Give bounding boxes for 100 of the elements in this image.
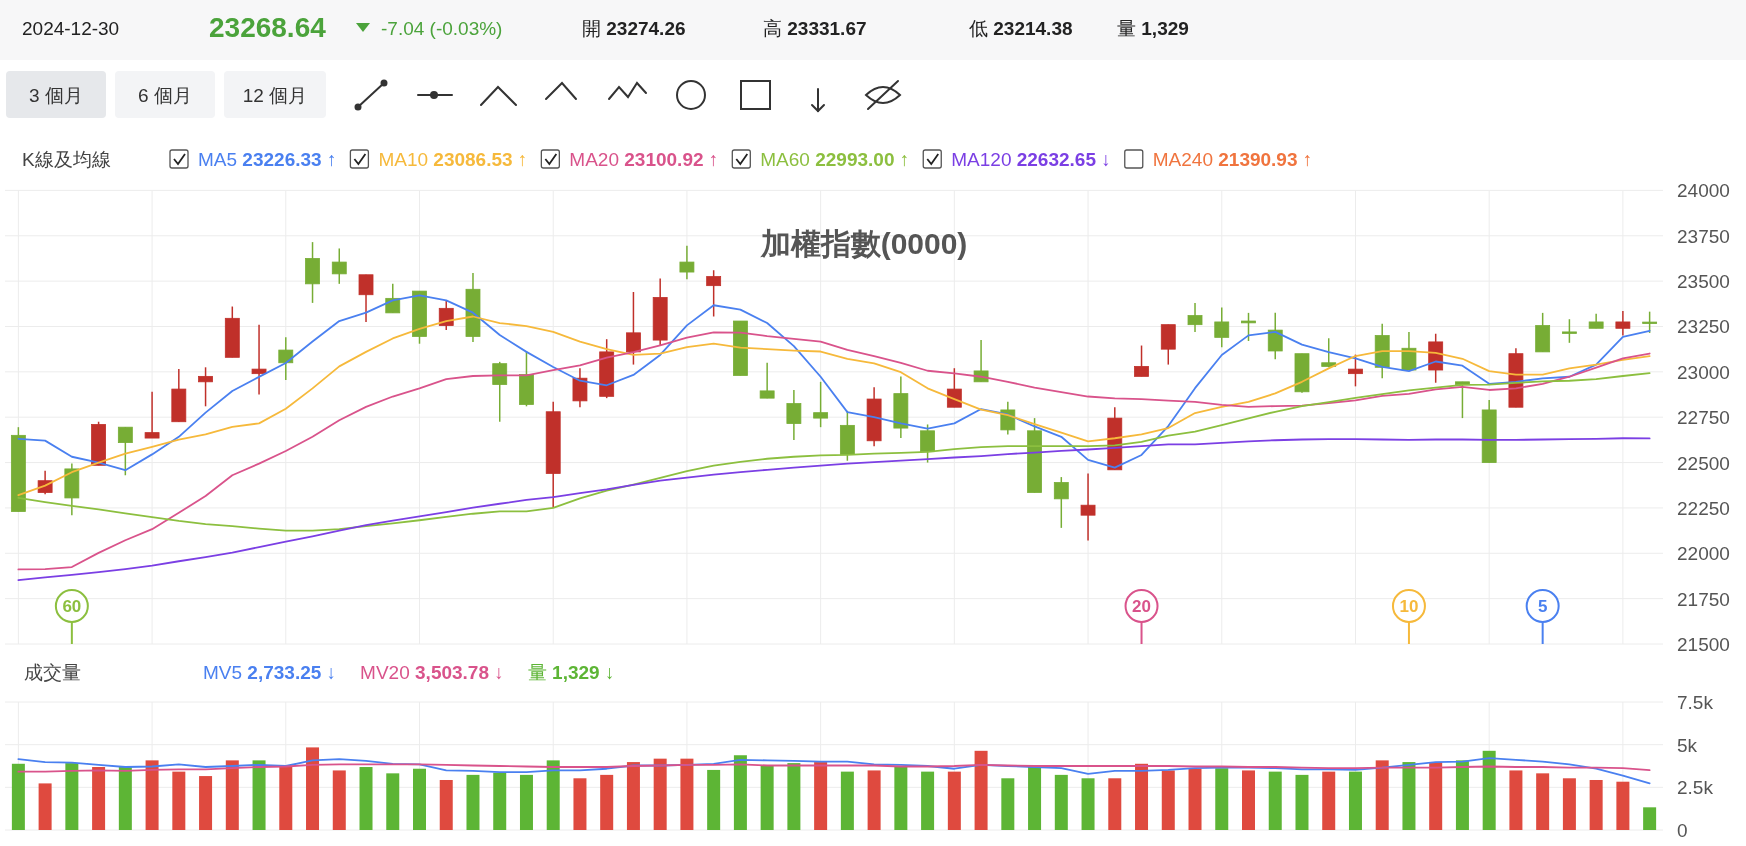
candlestick bbox=[1562, 318, 1577, 344]
bar bbox=[1028, 766, 1042, 830]
candlestick bbox=[1642, 310, 1658, 334]
y-tick-label: 23000 bbox=[1677, 361, 1730, 383]
bar bbox=[332, 770, 346, 830]
text: MA120 22632.65 ↓ bbox=[951, 148, 1111, 170]
text: MV5 2,733.25 ↓ bbox=[203, 661, 337, 683]
bar bbox=[118, 767, 132, 830]
bar bbox=[1562, 778, 1576, 830]
y-tick-label: 7.5k bbox=[1677, 691, 1714, 713]
bar bbox=[92, 767, 106, 830]
text: MA5 23226.33 ↑ bbox=[198, 148, 337, 170]
line-series bbox=[17, 372, 1651, 532]
text: 量 1,329 ↓ bbox=[527, 661, 615, 683]
bar bbox=[306, 747, 320, 830]
y-tick-label: 21500 bbox=[1677, 633, 1730, 655]
candlestick bbox=[1080, 472, 1096, 542]
bar bbox=[840, 771, 854, 830]
bar bbox=[386, 773, 400, 830]
text: 加權指數(0000) bbox=[759, 226, 968, 260]
bar bbox=[1536, 773, 1550, 830]
candlestick bbox=[920, 423, 935, 464]
candlestick bbox=[1214, 306, 1230, 349]
bar bbox=[1108, 778, 1122, 830]
bar bbox=[1001, 778, 1015, 830]
y-tick-label: 23750 bbox=[1677, 225, 1730, 247]
candlestick bbox=[251, 323, 267, 396]
chart-title: 成交量 bbox=[24, 661, 81, 683]
y-tick-label: 21750 bbox=[1677, 588, 1730, 610]
candlestick bbox=[1321, 337, 1337, 369]
annotation: 10 bbox=[1399, 596, 1419, 616]
annotation: 5 bbox=[1537, 596, 1548, 616]
bar bbox=[600, 774, 614, 830]
line-series bbox=[17, 757, 1651, 785]
candlestick bbox=[813, 381, 829, 428]
text: MA10 23086.53 ↑ bbox=[378, 148, 528, 170]
candlestick bbox=[786, 389, 802, 441]
text: 高 23331.67 bbox=[763, 17, 867, 39]
bar bbox=[279, 766, 293, 830]
y-tick-label: 23250 bbox=[1677, 315, 1730, 337]
bar bbox=[1589, 780, 1603, 830]
y-tick-label: 22500 bbox=[1677, 452, 1730, 474]
bar bbox=[172, 771, 186, 830]
bar bbox=[760, 766, 774, 830]
bar bbox=[1429, 762, 1443, 830]
bar bbox=[519, 774, 533, 830]
text: 開 23274.26 bbox=[582, 17, 686, 39]
y-tick-label: 0 bbox=[1677, 819, 1688, 841]
bar bbox=[1135, 763, 1149, 830]
bar bbox=[814, 762, 828, 830]
bar bbox=[11, 763, 25, 830]
bar bbox=[1215, 768, 1229, 830]
y-tick-label: 22250 bbox=[1677, 497, 1730, 519]
text: 2024-12-30 bbox=[22, 17, 120, 39]
bar bbox=[921, 771, 935, 830]
bar bbox=[1268, 771, 1282, 830]
bar bbox=[894, 766, 908, 830]
text: 3 個月 bbox=[29, 84, 83, 106]
line-series bbox=[17, 294, 1651, 472]
y-tick-label: 24000 bbox=[1677, 179, 1730, 201]
candlestick bbox=[946, 367, 962, 408]
text: MV20 3,503.78 ↓ bbox=[360, 661, 504, 683]
bar bbox=[1322, 771, 1336, 830]
text: MA60 22993.00 ↑ bbox=[760, 148, 910, 170]
bar bbox=[1616, 781, 1630, 830]
candlestick bbox=[706, 269, 722, 318]
text: MA240 21390.93 ↑ bbox=[1152, 148, 1313, 170]
bar bbox=[1242, 770, 1255, 830]
candlestick bbox=[626, 291, 641, 366]
bar bbox=[546, 760, 560, 830]
bar bbox=[439, 780, 453, 830]
text: 6 個月 bbox=[138, 84, 192, 106]
bar bbox=[1482, 750, 1496, 830]
bar bbox=[1643, 807, 1657, 830]
bar bbox=[974, 750, 988, 830]
y-tick-label: 22750 bbox=[1677, 406, 1730, 428]
candlestick bbox=[1267, 312, 1283, 360]
y-tick-label: 5k bbox=[1677, 734, 1698, 756]
bar bbox=[1081, 778, 1095, 830]
bar bbox=[199, 776, 213, 830]
annotation: 20 bbox=[1132, 596, 1151, 616]
candlestick bbox=[1187, 302, 1203, 333]
text: 低 23214.38 bbox=[969, 17, 1073, 39]
bar bbox=[466, 774, 480, 830]
annotation: 60 bbox=[62, 596, 82, 616]
text: 量 1,329 bbox=[1117, 17, 1189, 39]
candlestick bbox=[572, 367, 588, 408]
y-tick-label: 23500 bbox=[1677, 270, 1730, 292]
bar bbox=[1188, 768, 1202, 830]
bar bbox=[225, 760, 239, 830]
candlestick bbox=[117, 426, 133, 477]
bar bbox=[1509, 770, 1523, 830]
bar bbox=[733, 755, 747, 830]
bar bbox=[493, 772, 507, 830]
bar bbox=[707, 769, 721, 830]
candlestick bbox=[1241, 312, 1256, 342]
candlestick bbox=[679, 244, 695, 281]
bar bbox=[680, 758, 694, 830]
candlestick bbox=[1615, 310, 1631, 337]
bar bbox=[1402, 762, 1416, 830]
